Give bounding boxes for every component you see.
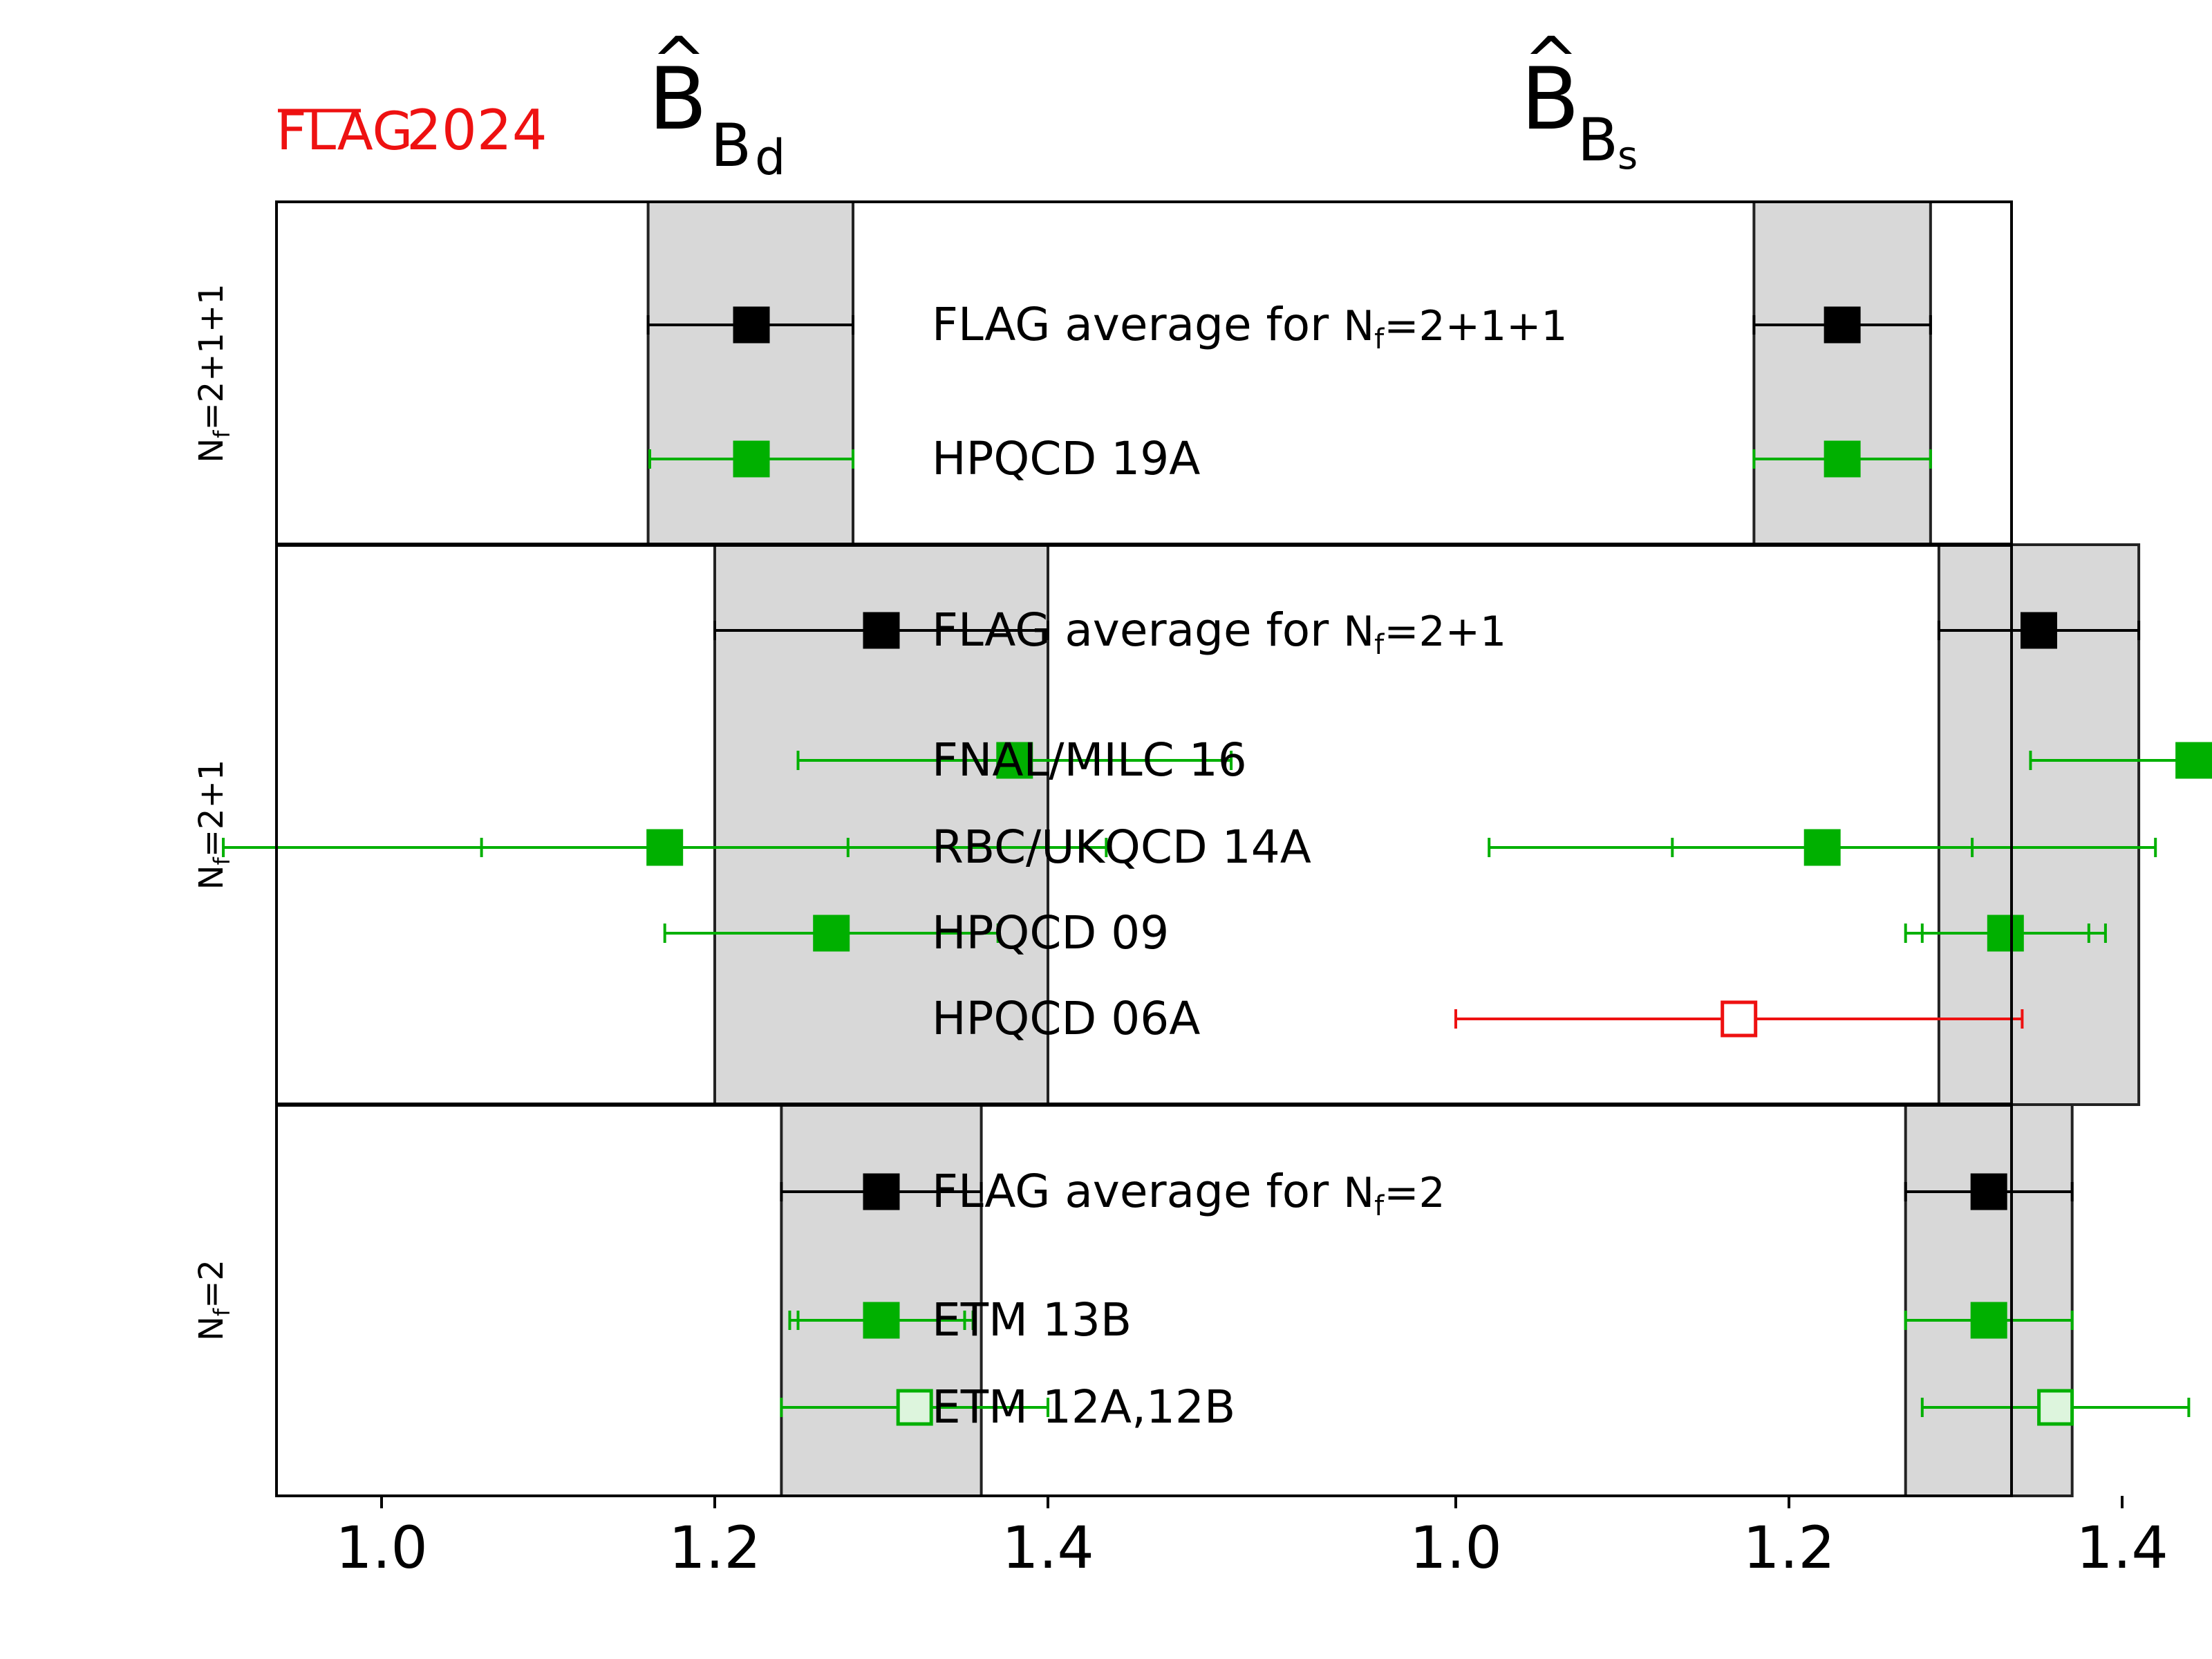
title-bs-symbol: B — [1521, 50, 1580, 149]
data-marks — [222, 306, 2212, 1426]
data-point-bs — [1803, 829, 1841, 866]
panel-frames — [275, 200, 2124, 1508]
x-tick-label: 1.0 — [1409, 1514, 1502, 1582]
x-tick-label: 1.4 — [1002, 1514, 1094, 1582]
plot-frame — [275, 200, 2013, 1497]
x-tick-label: 1.4 — [2076, 1514, 2168, 1582]
row-label: RBC/UKQCD 14A — [932, 821, 1311, 874]
title-bs-hat: ^ — [1524, 23, 1579, 100]
data-point-bd — [813, 915, 850, 952]
average-band-bd — [780, 1103, 983, 1497]
group-label: Nf=2 — [192, 1259, 235, 1341]
average-band-bd — [646, 200, 855, 546]
data-point-bs — [2175, 742, 2212, 779]
data-point-bs — [1824, 440, 1861, 478]
row-label: ETM 13B — [932, 1293, 1132, 1347]
data-point-bs — [1970, 1302, 2007, 1339]
title-bs-subscript: B — [1577, 106, 1618, 175]
data-point-bd — [646, 829, 684, 866]
data-point-bd — [733, 306, 770, 344]
title-bs-subsubscript: s — [1618, 133, 1638, 178]
x-tick-label: 1.2 — [1743, 1514, 1835, 1582]
flag-logo-year: 2024 — [406, 98, 547, 162]
title-bd-symbol: B — [648, 50, 707, 149]
row-label: FLAG average for Nf=2+1+1 — [932, 298, 1568, 355]
data-point-bs — [1987, 915, 2024, 952]
row-label: FNAL/MILC 16 — [932, 733, 1247, 787]
row-label: FLAG average for Nf=2+1 — [932, 603, 1506, 661]
average-band-bs — [1904, 1103, 2074, 1497]
group-label: Nf=2+1 — [192, 760, 235, 890]
row-label: FLAG average for Nf=2 — [932, 1165, 1445, 1222]
data-point-bs — [2037, 1389, 2074, 1426]
group-label: Nf=2+1+1 — [192, 283, 235, 462]
data-point-bs — [1824, 306, 1861, 344]
row-label: HPQCD 19A — [932, 432, 1200, 485]
x-tick-label: 1.2 — [668, 1514, 761, 1582]
row-label: ETM 12A,12B — [932, 1380, 1235, 1434]
row-label: HPQCD 09 — [932, 906, 1169, 959]
data-point-bs — [2021, 612, 2057, 649]
data-point-bs — [1721, 1000, 1758, 1038]
title-bd-hat: ^ — [651, 23, 706, 100]
data-point-bd — [996, 742, 1033, 779]
data-point-bs — [1970, 1173, 2007, 1210]
row-label: HPQCD 06A — [932, 992, 1200, 1045]
data-point-bd — [733, 440, 770, 478]
average-band-bs — [1752, 200, 1932, 546]
data-point-bd — [896, 1389, 933, 1426]
title-bd-subscript: B — [711, 111, 751, 180]
x-tick-label: 1.0 — [335, 1514, 428, 1582]
labels: 1.0 1.0 1.2 1.2 1.4 1.4 FLAG average for Nf=2+… — [192, 23, 2168, 1582]
data-point-bd — [863, 612, 900, 649]
data-point-bd — [863, 1173, 900, 1210]
data-point-bd — [863, 1302, 900, 1339]
title-bd-subsubscript: d — [755, 129, 785, 186]
